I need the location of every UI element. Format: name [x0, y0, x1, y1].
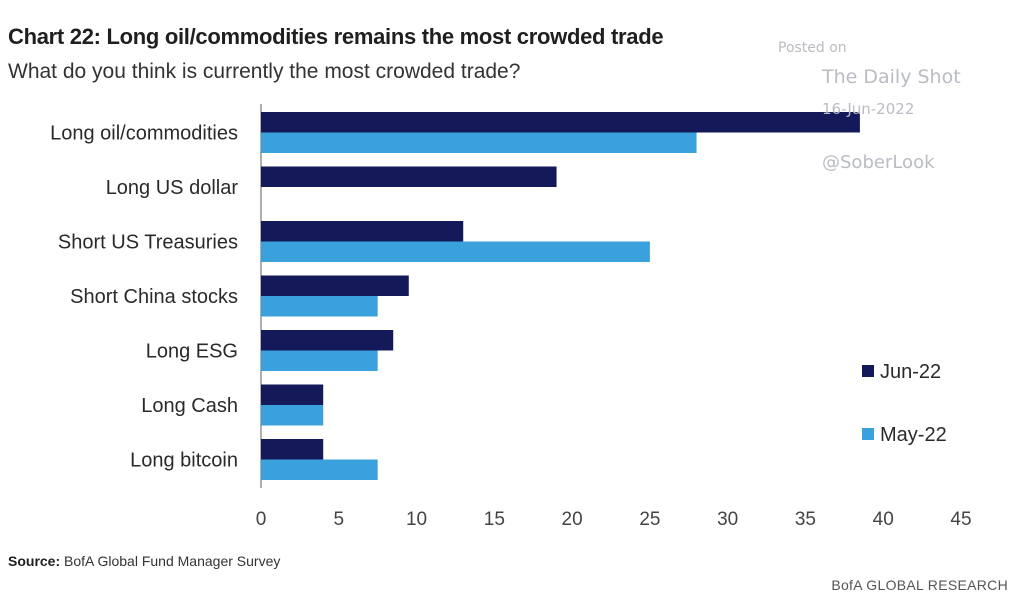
legend-label: Jun-22: [880, 361, 941, 383]
category-label: Long US dollar: [106, 177, 239, 199]
chart-title: Chart 22: Long oil/commodities remains t…: [8, 24, 664, 49]
x-tick-label: 25: [639, 509, 660, 530]
bar-may-22: [261, 241, 650, 262]
x-tick-label: 45: [950, 509, 971, 530]
x-tick-label: 0: [256, 509, 267, 530]
bar-jun-22: [261, 384, 324, 405]
x-tick-label: 35: [795, 509, 816, 530]
watermark-posted-on: Posted on: [778, 40, 847, 56]
x-tick-label: 30: [717, 509, 738, 530]
category-label: Short US Treasuries: [58, 232, 238, 254]
bar-jun-22: [261, 221, 464, 242]
category-label: Long Cash: [141, 395, 238, 417]
source-text: BofA Global Fund Manager Survey: [64, 553, 281, 569]
bar-may-22: [261, 296, 378, 317]
category-label: Long bitcoin: [130, 450, 238, 472]
category-label: Long ESG: [146, 341, 238, 363]
x-tick-label: 20: [562, 509, 583, 530]
x-tick-label: 5: [333, 509, 344, 530]
bar-may-22: [261, 132, 697, 153]
watermark-date: 16-Jun-2022: [822, 100, 915, 118]
bar-may-22: [261, 459, 378, 480]
category-label: Short China stocks: [70, 286, 238, 308]
category-label: Long oil/commodities: [50, 123, 238, 145]
bar-may-22: [261, 405, 324, 426]
watermark-handle: @SoberLook: [822, 152, 935, 173]
brand-footer: BofA GLOBAL RESEARCH: [831, 577, 1008, 593]
bar-jun-22: [261, 330, 394, 351]
x-tick-label: 40: [873, 509, 894, 530]
chart-subtitle: What do you think is currently the most …: [8, 60, 521, 83]
bar-jun-22: [261, 275, 409, 296]
x-tick-label: 10: [406, 509, 427, 530]
bar-jun-22: [261, 166, 557, 187]
bar-jun-22: [261, 439, 324, 460]
source-label: Source:: [8, 553, 61, 569]
legend-swatch: [862, 365, 874, 377]
bar-may-22: [261, 350, 378, 371]
x-tick-label: 15: [484, 509, 505, 530]
legend-label: May-22: [880, 424, 947, 446]
watermark-site: The Daily Shot: [822, 66, 961, 88]
bar-jun-22: [261, 112, 860, 133]
source-note: Source: BofA Global Fund Manager Survey: [8, 553, 280, 569]
legend-swatch: [862, 428, 874, 440]
